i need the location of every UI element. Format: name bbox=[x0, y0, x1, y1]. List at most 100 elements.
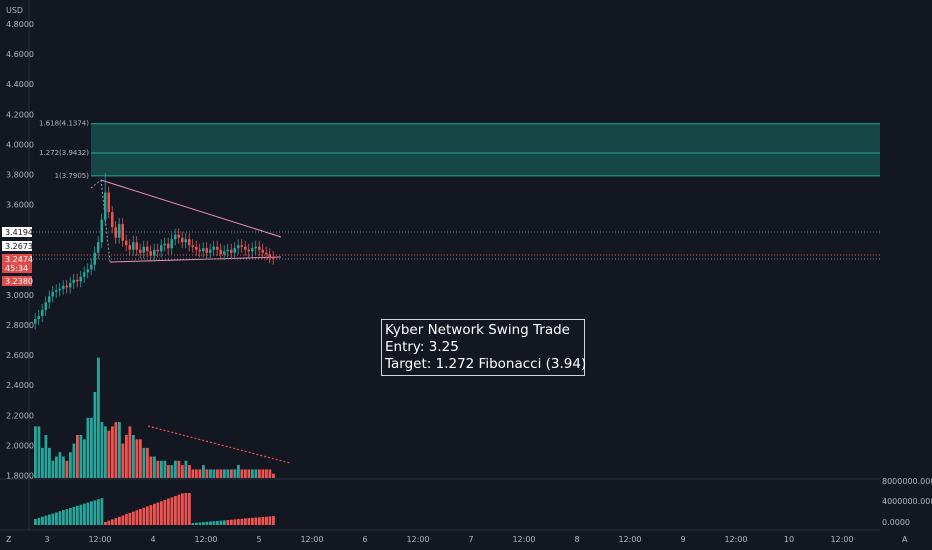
candle-body bbox=[247, 249, 250, 252]
svg-text:3.2380: 3.2380 bbox=[5, 277, 33, 286]
volume-bar bbox=[135, 439, 139, 478]
time-tick: 12:00 bbox=[512, 535, 535, 544]
trend-lines[interactable] bbox=[30, 179, 880, 464]
candle-body bbox=[48, 296, 51, 303]
candle-body bbox=[76, 279, 79, 282]
time-tick: 12:00 bbox=[830, 535, 853, 544]
candle-body bbox=[230, 249, 233, 253]
volume-bar bbox=[114, 422, 118, 478]
volume-bar bbox=[118, 422, 121, 478]
time-tick: 7 bbox=[468, 535, 473, 544]
candle-body bbox=[205, 248, 208, 253]
price-tick: 3.8000 bbox=[6, 171, 34, 180]
indicator-bar bbox=[160, 501, 163, 525]
indicator-bar bbox=[156, 502, 160, 525]
candle-body bbox=[72, 279, 75, 283]
indicator-bar bbox=[230, 519, 233, 525]
indicator-bar bbox=[121, 515, 125, 525]
timezone-button[interactable]: Z bbox=[6, 535, 12, 544]
indicator-bar bbox=[212, 521, 216, 525]
volume-bar bbox=[226, 469, 230, 478]
price-tick: 4.8000 bbox=[6, 20, 34, 29]
candle-body bbox=[184, 239, 187, 243]
volume-bar bbox=[65, 460, 69, 478]
volume-bar bbox=[97, 357, 100, 478]
candle-body bbox=[90, 264, 93, 270]
volume-bar bbox=[128, 426, 132, 478]
volume-bar bbox=[163, 460, 167, 478]
volume-bar bbox=[41, 447, 44, 478]
time-tick: 12:00 bbox=[724, 535, 747, 544]
indicator-bar bbox=[184, 493, 188, 525]
volume-bar bbox=[233, 469, 237, 478]
volume-bar bbox=[188, 465, 191, 478]
price-tick: 2.6000 bbox=[6, 351, 34, 360]
trade-note-box[interactable]: Kyber Network Swing Trade Entry: 3.25 Ta… bbox=[381, 319, 586, 376]
indicator-bar bbox=[51, 513, 55, 525]
indicator-bar bbox=[111, 519, 114, 525]
indicator-bar bbox=[181, 493, 184, 525]
candle-body bbox=[167, 243, 170, 249]
volume-bars bbox=[34, 357, 275, 478]
indicator-bar bbox=[268, 516, 272, 525]
candle-body bbox=[62, 285, 65, 289]
currency-label: USD bbox=[6, 6, 24, 15]
fibonacci-zone[interactable]: 1.618(4.1374) 1.272(3.9432) 1(3.7905) bbox=[39, 120, 880, 180]
time-tick: 12:00 bbox=[88, 535, 111, 544]
candle-body bbox=[251, 248, 254, 252]
fib-level-label: 1(3.7905) bbox=[55, 172, 90, 180]
note-entry: Entry: 3.25 bbox=[385, 339, 459, 355]
volume-bar bbox=[265, 469, 268, 478]
price-axis[interactable]: 4.8000 4.6000 4.4000 4.2000 4.0000 3.8000 3.60… bbox=[2, 20, 34, 481]
indicator-bar bbox=[261, 517, 265, 525]
indicator-bar bbox=[58, 511, 62, 525]
indicator-bar bbox=[114, 518, 118, 525]
volume-bar bbox=[132, 435, 135, 478]
volume-bar bbox=[258, 469, 261, 478]
fib-level-label: 1.272(3.9432) bbox=[39, 149, 89, 157]
volume-bar bbox=[237, 465, 240, 478]
volume-bar bbox=[142, 447, 146, 478]
indicator-bar bbox=[265, 516, 268, 525]
time-tick: 12:00 bbox=[300, 535, 323, 544]
triangle-upper-line bbox=[100, 179, 282, 238]
volume-bar bbox=[195, 469, 198, 478]
volume-bar bbox=[261, 469, 265, 478]
indicator-bar bbox=[146, 506, 149, 525]
candle-body bbox=[44, 302, 47, 310]
volume-bar bbox=[212, 469, 216, 478]
indicator-bar bbox=[69, 508, 72, 525]
candle-body bbox=[223, 251, 226, 255]
time-axis[interactable]: 3 12:00 4 12:00 5 12:00 6 12:00 7 12:00 8 12:00 9 12:… bbox=[44, 535, 853, 544]
volume-bar bbox=[149, 456, 153, 478]
candle-body bbox=[121, 224, 124, 241]
indicator-bar bbox=[195, 522, 198, 525]
candle-body bbox=[55, 290, 58, 292]
volume-bar bbox=[107, 430, 111, 478]
indicator-bar bbox=[62, 510, 65, 525]
indicator-bar bbox=[198, 522, 202, 525]
candle-body bbox=[188, 239, 191, 246]
indicator-bar bbox=[258, 517, 261, 525]
volume-bar bbox=[198, 469, 202, 478]
volume-bar bbox=[100, 422, 104, 478]
candle-body bbox=[107, 192, 110, 213]
candle-body bbox=[100, 219, 103, 243]
time-tick: 6 bbox=[362, 535, 367, 544]
indicator-bar bbox=[153, 503, 156, 525]
price-candles[interactable] bbox=[34, 172, 275, 330]
indicator-bar bbox=[107, 520, 111, 525]
volume-bar bbox=[76, 435, 79, 478]
candle-body bbox=[104, 192, 107, 220]
candle-body bbox=[111, 212, 114, 228]
volume-bar bbox=[69, 452, 72, 478]
price-tick: 2.4000 bbox=[6, 381, 34, 390]
auto-scale-button[interactable]: A bbox=[902, 535, 908, 544]
volume-tick: 4000000.0000 bbox=[882, 497, 932, 506]
indicator-bar bbox=[149, 505, 153, 525]
indicator-bar bbox=[55, 512, 58, 525]
indicator-bar bbox=[205, 521, 209, 525]
indicator-bar bbox=[216, 520, 219, 525]
indicator-bar bbox=[163, 499, 167, 525]
